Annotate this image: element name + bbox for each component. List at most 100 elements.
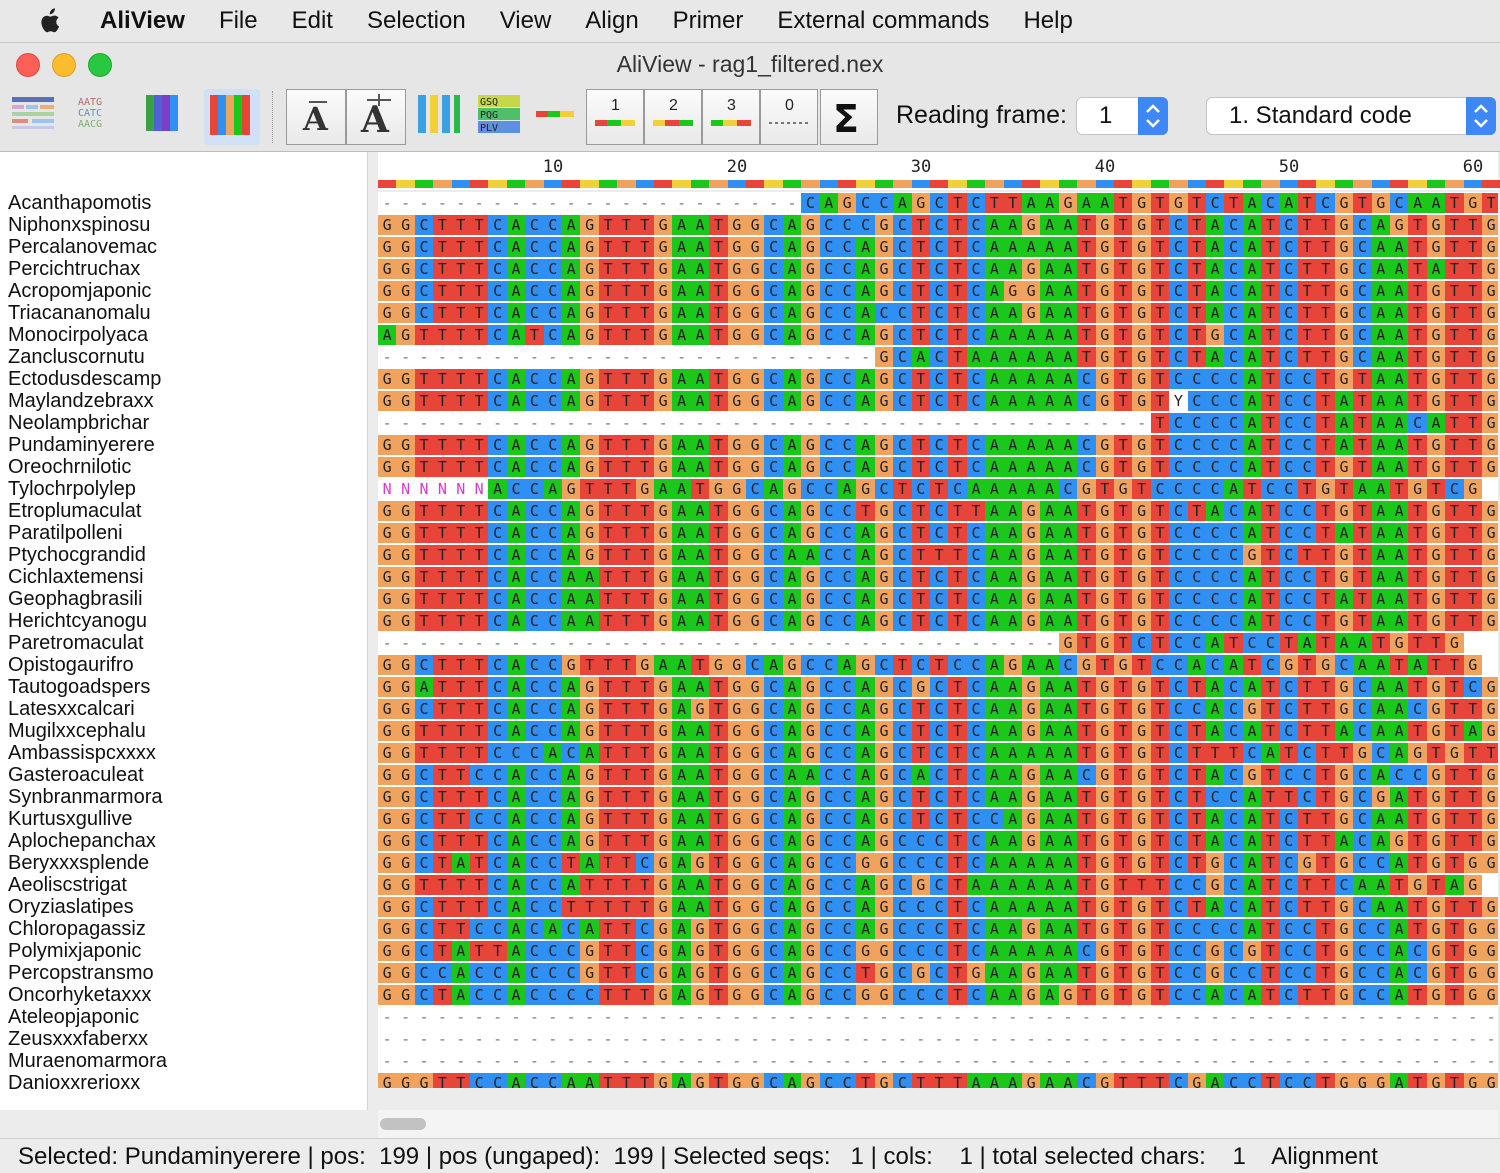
nucleotide-cell[interactable]: A [856,391,875,411]
nucleotide-cell[interactable]: C [819,941,838,961]
zoom-window-button[interactable] [88,53,112,77]
nucleotide-cell[interactable]: G [1095,347,1114,367]
nucleotide-cell[interactable]: C [1206,567,1225,587]
nucleotide-cell[interactable]: C [562,919,581,939]
nucleotide-cell[interactable]: T [1463,435,1482,455]
sequence-name[interactable]: Mugilxxcephalu [8,720,146,743]
codon-position-0-icon[interactable]: 0 [760,89,818,145]
nucleotide-cell[interactable]: N [433,479,452,499]
nucleotide-cell[interactable]: A [1242,303,1262,323]
nucleotide-cell[interactable]: A [1040,611,1059,631]
nucleotide-cell[interactable]: C [819,567,838,587]
nucleotide-cell[interactable]: T [433,853,452,873]
nucleotide-cell[interactable]: T [1298,809,1317,829]
nucleotide-cell[interactable]: G [378,875,397,895]
nucleotide-cell[interactable]: T [948,985,967,1005]
nucleotide-cell[interactable]: C [543,501,562,521]
nucleotide-cell[interactable]: T [1298,325,1317,345]
nucleotide-cell[interactable]: A [1334,721,1354,741]
nucleotide-cell[interactable]: C [1298,787,1317,807]
nucleotide-cell[interactable]: C [966,941,986,961]
nucleotide-cell[interactable]: G [1426,677,1446,697]
nucleotide-cell[interactable]: A [856,787,875,807]
nucleotide-cell[interactable]: A [1058,611,1078,631]
nucleotide-cell[interactable]: T [1316,237,1335,257]
nucleotide-cell[interactable]: G [396,303,415,323]
nucleotide-cell[interactable]: A [985,985,1004,1005]
nucleotide-cell[interactable]: A [580,743,599,763]
nucleotide-cell[interactable]: T [1445,281,1464,301]
nucleotide-cell[interactable]: C [488,677,507,697]
nucleotide-cell[interactable]: A [856,897,875,917]
nucleotide-cell[interactable]: T [1298,875,1317,895]
nucleotide-cell[interactable]: T [1261,699,1280,719]
nucleotide-cell[interactable]: A [1390,391,1409,411]
sequence-name[interactable]: Triacananomalu [8,302,151,325]
nucleotide-cell[interactable]: T [1114,523,1133,543]
nucleotide-cell[interactable]: A [1242,369,1262,389]
nucleotide-cell[interactable]: G [727,435,746,455]
nucleotide-cell[interactable]: T [451,523,470,543]
gap-cell[interactable]: - [966,1029,986,1049]
nucleotide-cell[interactable]: A [672,919,691,939]
nucleotide-cell[interactable]: G [580,391,599,411]
nucleotide-cell[interactable]: T [433,589,452,609]
nucleotide-cell[interactable]: T [598,985,618,1005]
nucleotide-cell[interactable]: G [727,655,746,675]
nucleotide-cell[interactable]: G [1022,215,1041,235]
font-increase-icon[interactable]: A [346,89,406,145]
gap-cell[interactable]: - [1261,1051,1280,1071]
nucleotide-cell[interactable]: T [1445,677,1464,697]
nucleotide-cell[interactable]: G [1095,435,1114,455]
gap-cell[interactable]: - [1463,1051,1482,1071]
nucleotide-cell[interactable]: C [1279,919,1298,939]
nucleotide-cell[interactable]: T [1298,259,1317,279]
nucleotide-cell[interactable]: T [635,325,654,345]
nucleotide-cell[interactable]: C [414,985,434,1005]
gap-cell[interactable]: - [617,1007,636,1027]
gap-cell[interactable]: - [543,347,562,367]
nucleotide-cell[interactable]: C [1353,963,1372,983]
sequence-name[interactable]: Etroplumaculat [8,500,141,523]
nucleotide-cell[interactable]: A [1390,567,1409,587]
nucleotide-cell[interactable]: C [1187,589,1206,609]
nucleotide-cell[interactable]: G [746,435,765,455]
gap-cell[interactable]: - [1187,1007,1206,1027]
gap-cell[interactable]: - [396,1007,415,1027]
nucleotide-cell[interactable]: C [930,765,949,785]
nucleotide-cell[interactable]: A [451,853,470,873]
nucleotide-cell[interactable]: C [488,237,507,257]
nucleotide-cell[interactable]: A [562,523,581,543]
nucleotide-cell[interactable]: T [1482,193,1498,213]
nucleotide-cell[interactable]: T [1298,347,1317,367]
nucleotide-cell[interactable]: C [1445,479,1464,499]
nucleotide-cell[interactable]: T [1261,611,1280,631]
nucleotide-cell[interactable]: G [1463,655,1482,675]
nucleotide-cell[interactable]: C [838,699,857,719]
nucleotide-cell[interactable]: T [617,655,636,675]
gap-cell[interactable]: - [782,413,802,433]
nucleotide-cell[interactable]: T [1150,259,1170,279]
nucleotide-cell[interactable]: G [727,677,746,697]
nucleotide-cell[interactable]: T [1077,545,1096,565]
gap-cell[interactable]: - [562,193,581,213]
gap-cell[interactable]: - [433,1029,452,1049]
gap-cell[interactable]: - [562,633,581,653]
nucleotide-cell[interactable]: C [488,259,507,279]
nucleotide-cell[interactable]: C [470,963,489,983]
nucleotide-cell[interactable]: T [1114,391,1133,411]
nucleotide-cell[interactable]: C [893,435,912,455]
nucleotide-cell[interactable]: G [1132,215,1151,235]
gap-cell[interactable]: - [1353,1007,1372,1027]
nucleotide-cell[interactable]: C [764,237,783,257]
nucleotide-cell[interactable]: A [985,391,1004,411]
nucleotide-cell[interactable]: T [948,391,967,411]
nucleotide-cell[interactable]: C [525,655,544,675]
nucleotide-cell[interactable]: C [488,655,507,675]
nucleotide-cell[interactable]: G [1482,391,1498,411]
nucleotide-cell[interactable]: C [911,655,930,675]
nucleotide-cell[interactable]: T [1316,897,1335,917]
nucleotide-cell[interactable]: C [470,1073,489,1088]
nucleotide-cell[interactable]: G [580,545,599,565]
